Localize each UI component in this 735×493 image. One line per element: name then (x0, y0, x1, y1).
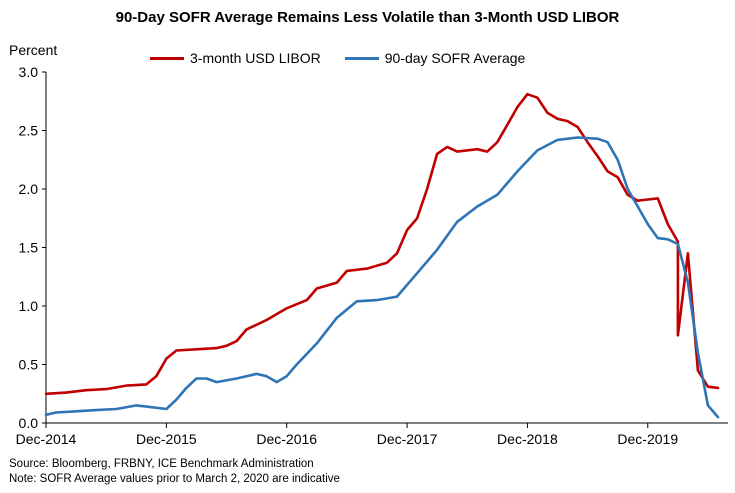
legend-item-sofr: 90-day SOFR Average (344, 50, 526, 66)
legend-label-libor: 3-month USD LIBOR (190, 50, 321, 66)
x-tick-label: Dec-2018 (497, 431, 558, 447)
libor-series-line (44, 92, 720, 396)
y-tick-label: 2.0 (19, 181, 39, 197)
line-chart: 0.0 0.5 1.0 1.5 2.0 2.5 3.0 Dec-2014 Dec-2015 Dec… (16, 64, 728, 447)
footnotes: Source: Bloomberg, FRBNY, ICE Benchmark … (9, 457, 340, 487)
legend: 3-month USD LIBOR 90-day SOFR Average (150, 50, 549, 66)
chart-title: 90-Day SOFR Average Remains Less Volatil… (115, 9, 620, 26)
y-tick-label: 2.5 (19, 123, 39, 139)
y-tick-label: 3.0 (19, 64, 39, 80)
legend-swatch-libor (150, 56, 184, 60)
x-tick-label: Dec-2014 (16, 431, 77, 447)
legend-item-libor: 3-month USD LIBOR (150, 50, 321, 66)
sofr-series-line (44, 136, 720, 419)
legend-swatch-sofr (344, 56, 379, 60)
x-tick-label: Dec-2019 (617, 431, 678, 447)
y-tick-label: 0.5 (19, 357, 39, 373)
legend-label-sofr: 90-day SOFR Average (384, 50, 526, 66)
y-tick-label: 0.0 (19, 415, 39, 431)
y-axis-label: Percent (9, 42, 58, 58)
source-note: Source: Bloomberg, FRBNY, ICE Benchmark … (9, 458, 314, 470)
y-tick-label: 1.5 (19, 240, 39, 256)
x-tick-label: Dec-2015 (136, 431, 197, 447)
x-tick-label: Dec-2016 (256, 431, 317, 447)
indicative-note: Note: SOFR Average values prior to March… (9, 473, 340, 485)
y-tick-label: 1.0 (19, 298, 39, 314)
x-tick-label: Dec-2017 (377, 431, 438, 447)
